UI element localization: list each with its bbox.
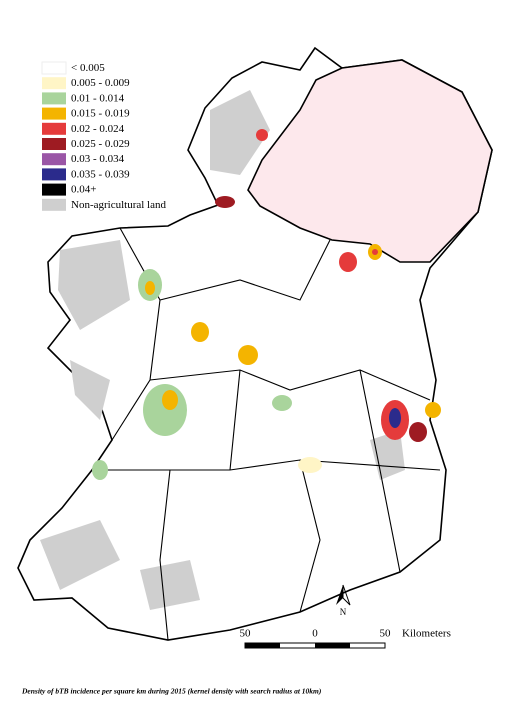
non-agricultural-land — [40, 90, 405, 610]
legend-label: 0.01 - 0.014 — [71, 92, 125, 104]
legend-label: 0.03 - 0.034 — [71, 153, 125, 165]
legend-swatch — [42, 92, 66, 105]
legend-swatch — [42, 107, 66, 120]
legend-swatch — [41, 61, 67, 75]
northern-ireland — [247, 59, 493, 263]
county-boundaries — [92, 227, 441, 641]
legend-label: 0.005 - 0.009 — [71, 77, 130, 89]
legend-swatch — [42, 198, 66, 211]
legend-swatch — [42, 77, 66, 90]
legend-swatch — [42, 183, 66, 196]
scale-bar: 50 0 50 Kilometers — [240, 628, 451, 649]
scale-label: 50 — [380, 628, 392, 640]
north-label: N — [340, 607, 347, 617]
legend-label: Non-agricultural land — [71, 199, 166, 211]
legend-swatch — [42, 153, 66, 166]
density-hotspots — [92, 129, 441, 480]
north-arrow: N — [336, 584, 351, 617]
legend-label: 0.02 - 0.024 — [71, 123, 125, 135]
legend-swatch — [42, 122, 66, 135]
scale-label: 50 — [240, 628, 252, 640]
legend-label: < 0.005 — [71, 62, 105, 74]
legend-label: 0.025 - 0.029 — [71, 138, 130, 150]
scale-unit: Kilometers — [402, 628, 451, 640]
legend-label: 0.035 - 0.039 — [71, 168, 130, 180]
legend-label: 0.015 - 0.019 — [71, 108, 130, 120]
legend-swatch — [42, 138, 66, 150]
caption: Density of bTB incidence per square km d… — [21, 687, 322, 696]
scale-label: 0 — [312, 628, 318, 640]
legend: < 0.005 0.005 - 0.009 0.01 - 0.014 0.015 - … — [41, 61, 166, 211]
legend-swatch — [42, 168, 66, 181]
legend-label: 0.04+ — [71, 184, 96, 196]
